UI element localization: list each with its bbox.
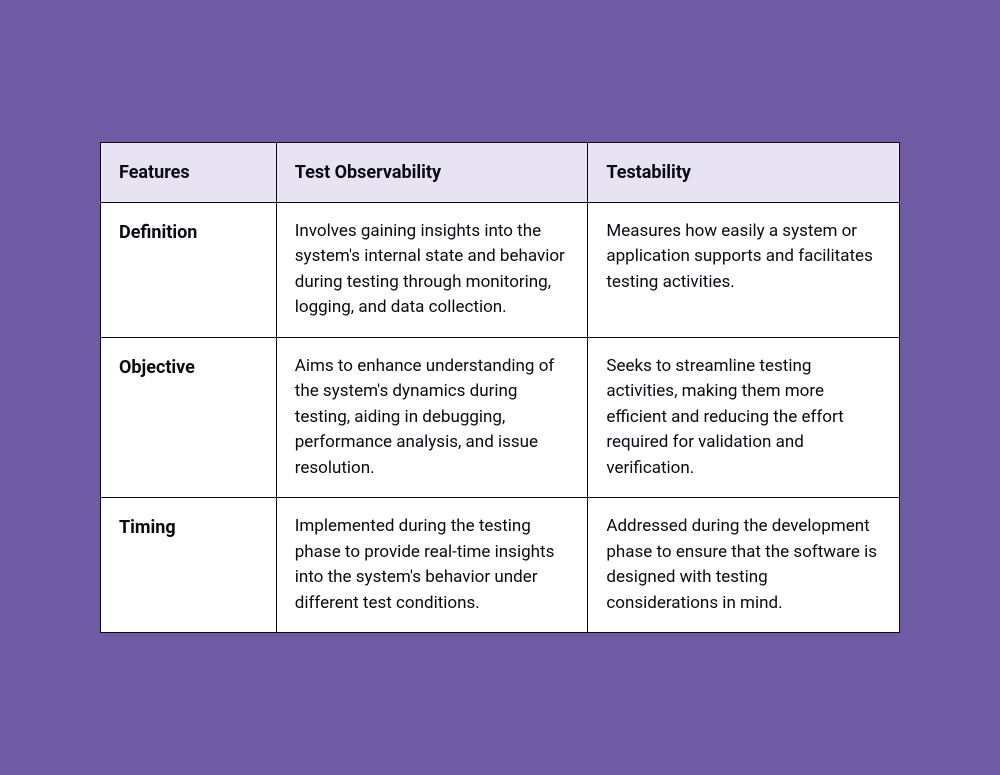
testability-cell: Addressed during the development phase t… xyxy=(588,498,900,633)
column-header-observability: Test Observability xyxy=(276,142,588,202)
table-header-row: Features Test Observability Testability xyxy=(101,142,900,202)
table-row: Timing Implemented during the testing ph… xyxy=(101,498,900,633)
observability-cell: Implemented during the testing phase to … xyxy=(276,498,588,633)
observability-cell: Aims to enhance understanding of the sys… xyxy=(276,337,588,498)
table-row: Definition Involves gaining insights int… xyxy=(101,202,900,337)
testability-cell: Measures how easily a system or applicat… xyxy=(588,202,900,337)
feature-cell: Timing xyxy=(101,498,277,633)
column-header-testability: Testability xyxy=(588,142,900,202)
feature-cell: Definition xyxy=(101,202,277,337)
feature-cell: Objective xyxy=(101,337,277,498)
table-row: Objective Aims to enhance understanding … xyxy=(101,337,900,498)
column-header-features: Features xyxy=(101,142,277,202)
comparison-table: Features Test Observability Testability … xyxy=(100,142,900,634)
testability-cell: Seeks to streamline testing activities, … xyxy=(588,337,900,498)
observability-cell: Involves gaining insights into the syste… xyxy=(276,202,588,337)
comparison-table-container: Features Test Observability Testability … xyxy=(100,142,900,634)
